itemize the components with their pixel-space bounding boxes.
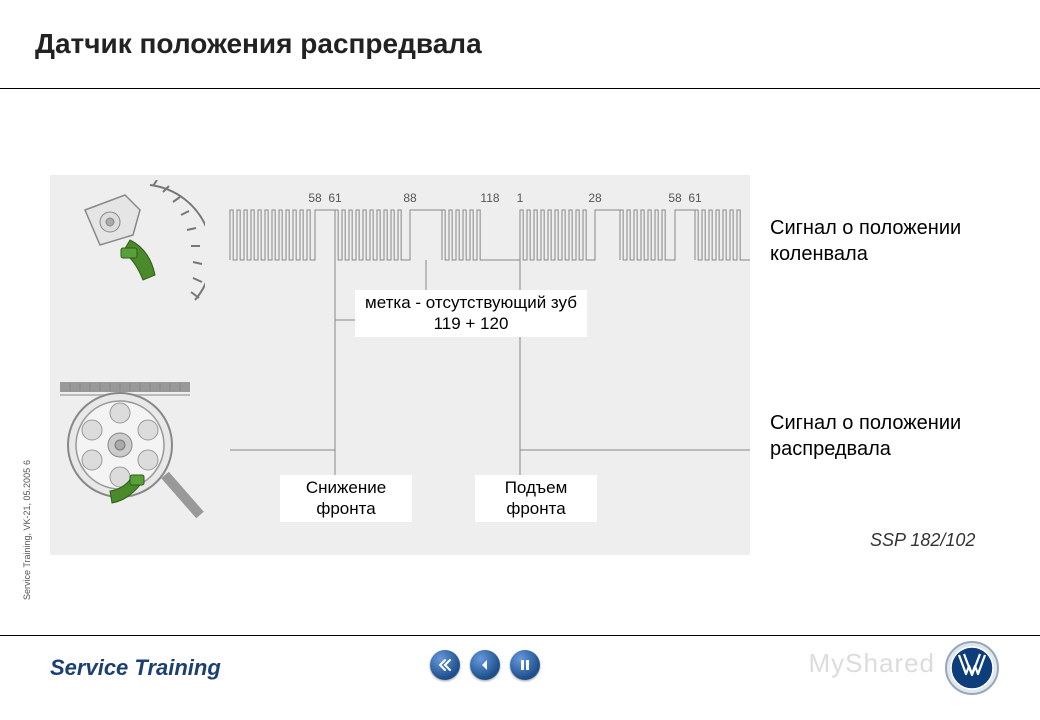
pause-button[interactable] bbox=[510, 650, 540, 680]
footer-divider bbox=[0, 635, 1040, 636]
vw-logo-icon bbox=[944, 640, 1000, 696]
ssp-reference: SSP 182/102 bbox=[870, 530, 975, 551]
prev-button[interactable] bbox=[470, 650, 500, 680]
tooth-number-label: 88 bbox=[403, 191, 416, 205]
nav-button-group bbox=[430, 650, 540, 680]
tooth-number-label: 28 bbox=[588, 191, 601, 205]
rising-edge-label: Подъем фронта bbox=[475, 475, 597, 522]
falling-edge-label: Снижение фронта bbox=[280, 475, 412, 522]
footer-brand: Service Training bbox=[50, 655, 221, 681]
tooth-number-label: 58 bbox=[668, 191, 681, 205]
missing-tooth-note: метка - отсутствующий зуб 119 + 120 bbox=[355, 290, 587, 337]
title-divider bbox=[0, 88, 1040, 89]
crank-signal-caption: Сигнал о положении коленвала bbox=[770, 215, 1000, 267]
cam-signal-caption: Сигнал о положении распредвала bbox=[770, 410, 1000, 462]
watermark: MyShared bbox=[809, 648, 936, 679]
tooth-number-label: 1 bbox=[517, 191, 524, 205]
crankshaft-sensor-illustration bbox=[55, 180, 205, 320]
vertical-caption: Service Training, VK-21, 05.2005 bbox=[22, 468, 32, 600]
page-title: Датчик положения распредвала bbox=[35, 28, 482, 60]
vertical-page-number: 6 bbox=[22, 460, 32, 465]
camshaft-pulley-illustration bbox=[50, 365, 210, 525]
tooth-number-label: 61 bbox=[688, 191, 701, 205]
tooth-number-label: 58 bbox=[308, 191, 321, 205]
rewind-button[interactable] bbox=[430, 650, 460, 680]
tooth-number-label: 61 bbox=[328, 191, 341, 205]
tooth-number-label: 118 bbox=[480, 191, 499, 205]
